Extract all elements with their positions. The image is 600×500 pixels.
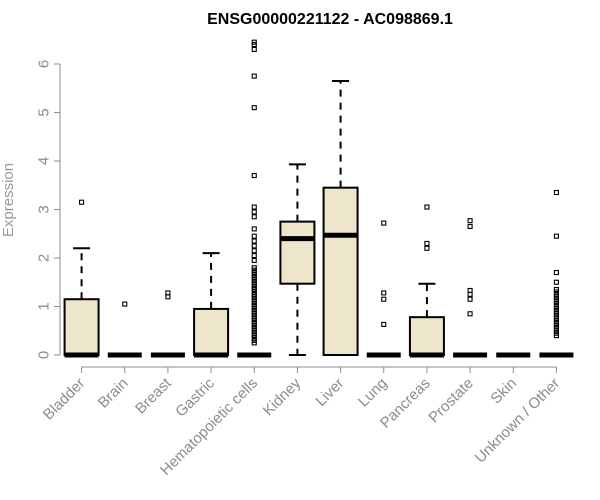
y-tick-label: 2 — [36, 254, 53, 262]
outlier-point — [251, 73, 257, 79]
outlier-point — [251, 105, 257, 111]
boxes-group — [63, 39, 574, 358]
outlier-point — [251, 173, 257, 179]
box-lung — [366, 220, 401, 358]
y-axis-label: Expression — [0, 163, 17, 237]
outlier-point — [381, 296, 387, 302]
outlier-point — [424, 204, 430, 210]
y-tick-label: 0 — [36, 351, 53, 359]
outlier-point — [251, 265, 257, 271]
outlier-point — [251, 209, 257, 215]
y-tick-label: 4 — [36, 157, 53, 165]
y-tick-label: 6 — [36, 60, 53, 68]
box-body — [63, 298, 100, 357]
box-body — [279, 220, 316, 285]
x-tick-label: Brain — [95, 375, 132, 412]
box-hematopoietic-cells — [237, 39, 272, 358]
y-tick-label: 1 — [36, 302, 53, 310]
outlier-point — [424, 245, 430, 251]
x-tick-label: Kidney — [260, 374, 305, 419]
box-liver — [322, 79, 359, 356]
outlier-point — [467, 296, 473, 302]
outlier-point — [381, 220, 387, 226]
outlier-point — [381, 290, 387, 296]
box-bladder — [63, 199, 100, 358]
box-brain — [107, 301, 142, 358]
box-pancreas — [408, 204, 445, 358]
outlier-point — [251, 257, 257, 263]
outlier-point — [79, 199, 85, 205]
outlier-point — [553, 189, 559, 196]
outlier-point — [165, 290, 171, 296]
outlier-point — [467, 218, 473, 224]
y-tick-label: 5 — [36, 108, 53, 116]
outlier-point — [251, 214, 257, 220]
box-gastric — [193, 252, 230, 358]
outlier-point — [251, 253, 257, 259]
y-tick-label: 3 — [36, 205, 53, 213]
x-tick-label: Prostate — [425, 375, 477, 427]
box-body — [193, 307, 230, 356]
outlier-point — [467, 287, 473, 294]
box-breast — [150, 290, 185, 358]
outlier-point — [251, 39, 257, 45]
outlier-point — [381, 321, 387, 327]
box-prostate — [453, 218, 488, 358]
outlier-point — [251, 243, 257, 249]
box-kidney — [279, 163, 316, 356]
outlier-point — [122, 301, 128, 307]
outlier-point — [251, 238, 257, 244]
chart-title: ENSG00000221122 - AC098869.1 — [207, 11, 453, 28]
x-tick-label: Liver — [312, 375, 347, 410]
x-tick-label: Skin — [487, 375, 520, 408]
outlier-point — [467, 223, 473, 230]
outlier-point — [553, 269, 559, 276]
outlier-point — [251, 46, 257, 53]
x-tick-label: Breast — [132, 374, 175, 417]
y-axis: 0 1 2 3 4 5 6 — [36, 60, 61, 359]
box-body — [408, 316, 445, 357]
outlier-point — [424, 240, 430, 246]
outlier-point — [467, 311, 473, 317]
outlier-point — [251, 248, 257, 254]
outlier-point — [553, 286, 559, 293]
box-unknown-other — [539, 189, 574, 358]
outlier-point — [553, 279, 559, 285]
outlier-point — [251, 226, 257, 232]
x-tick-label: Lung — [355, 375, 391, 411]
x-tick-label: Bladder — [40, 375, 89, 424]
outlier-point — [251, 233, 257, 239]
outlier-point — [553, 233, 559, 239]
box-body — [322, 186, 359, 356]
outlier-point — [251, 204, 257, 210]
